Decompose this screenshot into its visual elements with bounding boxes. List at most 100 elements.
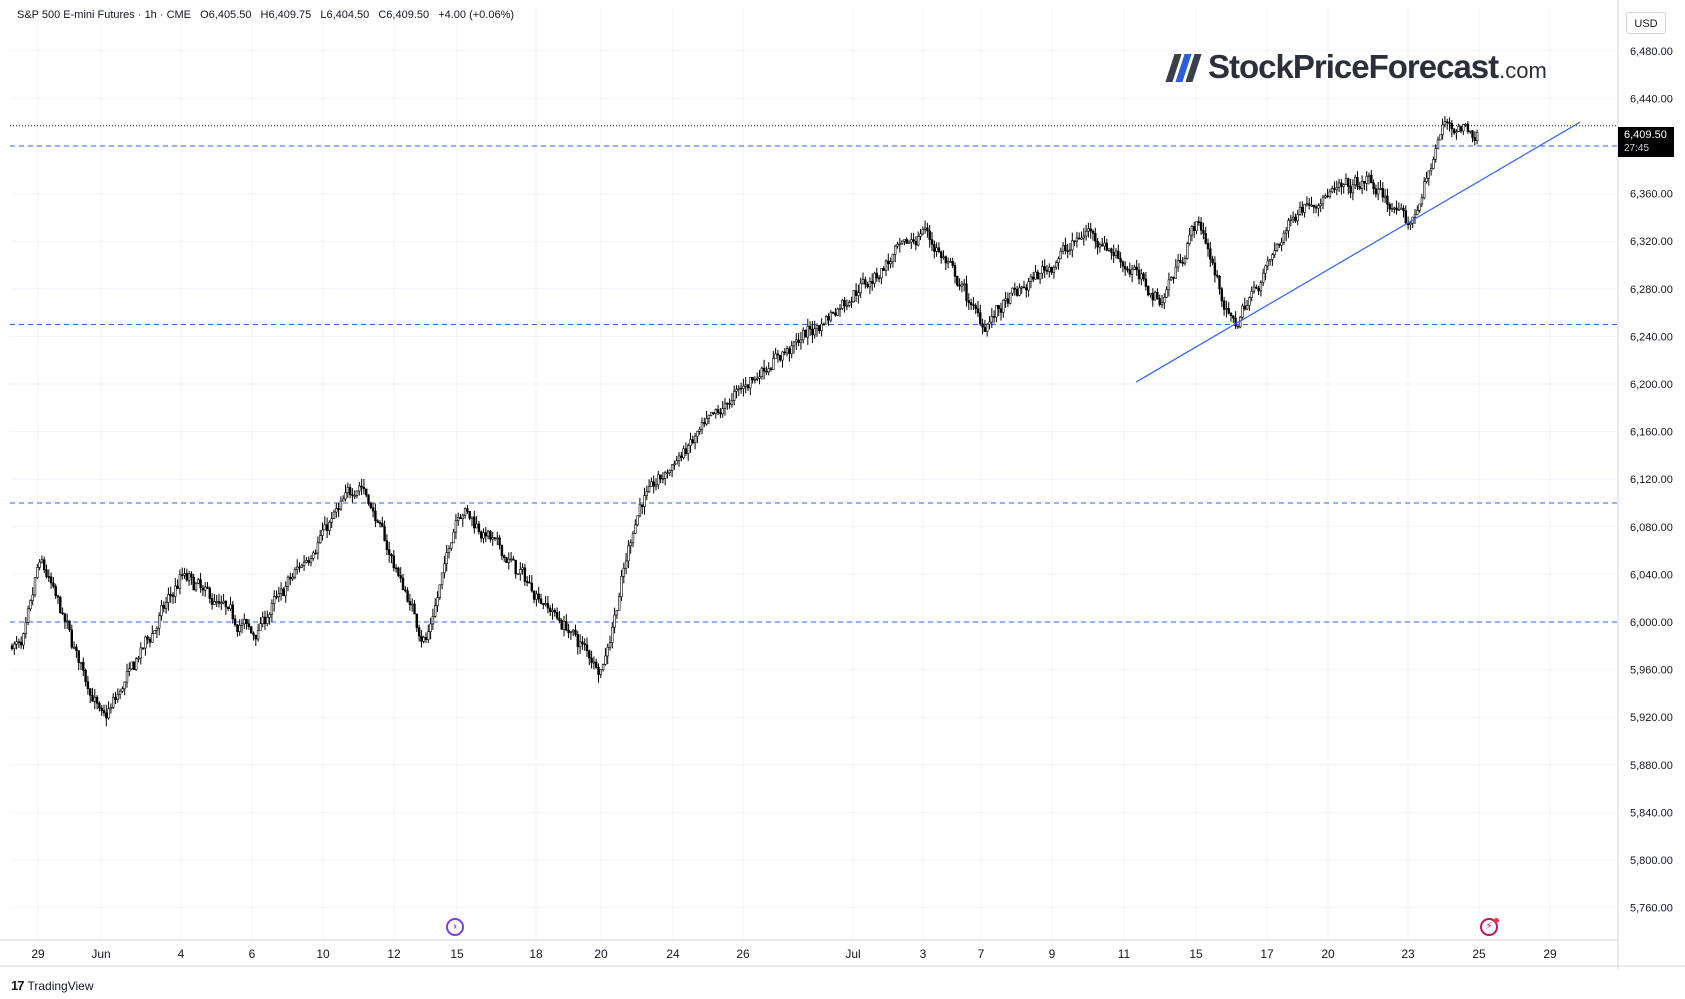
- candle: [1170, 276, 1173, 281]
- candle: [877, 274, 881, 283]
- candle: [1464, 122, 1467, 127]
- candle: [544, 595, 547, 607]
- x-tick-label: 6: [249, 947, 256, 961]
- candle: [1128, 262, 1132, 278]
- candle: [1158, 294, 1161, 307]
- y-tick-label: 6,000.00: [1630, 617, 1673, 629]
- tradingview-attribution[interactable]: 17 TradingView: [11, 978, 94, 993]
- candle: [709, 412, 713, 417]
- y-tick-label: 6,320.00: [1630, 236, 1673, 248]
- candle: [135, 657, 138, 671]
- candle: [767, 362, 770, 376]
- candle: [1319, 198, 1322, 213]
- candle: [272, 590, 276, 612]
- split-event-icon[interactable]: ›: [446, 918, 464, 936]
- candle: [976, 300, 980, 318]
- candle: [882, 266, 885, 271]
- candle: [54, 583, 57, 600]
- candle: [691, 435, 695, 445]
- x-tick-label: 12: [387, 947, 401, 961]
- trendline-layer: [1135, 121, 1581, 383]
- candle: [233, 614, 237, 627]
- candle: [256, 623, 260, 642]
- currency-button[interactable]: USD: [1626, 12, 1666, 34]
- candle: [1232, 315, 1235, 323]
- candle: [243, 613, 246, 629]
- candle: [112, 693, 115, 710]
- candle: [919, 228, 922, 241]
- candle: [486, 529, 490, 540]
- candle: [102, 704, 106, 717]
- candle: [107, 701, 110, 720]
- candle: [1436, 136, 1440, 150]
- candle: [997, 305, 1000, 316]
- candle: [139, 642, 142, 665]
- candle: [178, 569, 182, 595]
- candle: [507, 552, 510, 570]
- candle: [125, 663, 129, 688]
- candle: [588, 649, 591, 666]
- candle: [424, 632, 428, 644]
- candle: [829, 310, 833, 323]
- candle: [155, 626, 159, 639]
- candle: [972, 297, 975, 311]
- candle: [1294, 213, 1297, 223]
- candle: [1179, 253, 1182, 264]
- candle: [183, 567, 186, 579]
- candle: [813, 320, 816, 339]
- candle: [574, 624, 577, 637]
- candle: [792, 341, 796, 354]
- candle: [1280, 237, 1283, 252]
- candle: [1080, 231, 1083, 240]
- candle: [1025, 283, 1028, 298]
- candle: [969, 298, 973, 311]
- candle: [535, 590, 538, 607]
- candle: [742, 378, 745, 397]
- candle: [546, 596, 550, 614]
- candle: [749, 376, 752, 396]
- candle: [1243, 297, 1247, 311]
- candle: [420, 630, 423, 648]
- candle: [873, 271, 876, 288]
- candle: [689, 432, 692, 453]
- earnings-flash-icon[interactable]: ⚡: [1480, 918, 1499, 936]
- candle: [367, 494, 370, 506]
- candle: [857, 284, 860, 304]
- candle: [1335, 180, 1339, 196]
- candle: [199, 572, 202, 593]
- candle: [981, 318, 984, 335]
- candle: [436, 591, 439, 612]
- candle: [1098, 242, 1102, 253]
- candle: [590, 650, 593, 669]
- symbol-title[interactable]: S&P 500 E-mini Futures · 1h · CME: [17, 9, 192, 21]
- candle: [1340, 179, 1343, 195]
- candle: [215, 594, 218, 607]
- candle: [880, 268, 883, 285]
- x-tick-label: 15: [450, 947, 464, 961]
- candle: [410, 598, 414, 612]
- candle: [1241, 303, 1244, 319]
- candle: [305, 557, 308, 564]
- candle: [282, 587, 285, 597]
- candle: [254, 634, 257, 646]
- candle: [158, 612, 161, 636]
- candle: [26, 605, 30, 626]
- candle: [663, 470, 667, 486]
- candle: [1354, 174, 1357, 189]
- candle: [599, 669, 603, 679]
- candle: [360, 478, 363, 496]
- candle: [806, 318, 810, 345]
- x-tick-label: 3: [920, 947, 927, 961]
- candle: [659, 474, 662, 483]
- candle: [1432, 156, 1435, 170]
- candle: [523, 563, 527, 586]
- candle: [1124, 261, 1127, 276]
- candle: [1441, 118, 1444, 140]
- candle: [95, 695, 99, 710]
- candle: [843, 297, 846, 313]
- candle: [277, 586, 280, 603]
- candle: [1135, 259, 1138, 276]
- candle: [935, 242, 938, 257]
- candle: [537, 586, 540, 603]
